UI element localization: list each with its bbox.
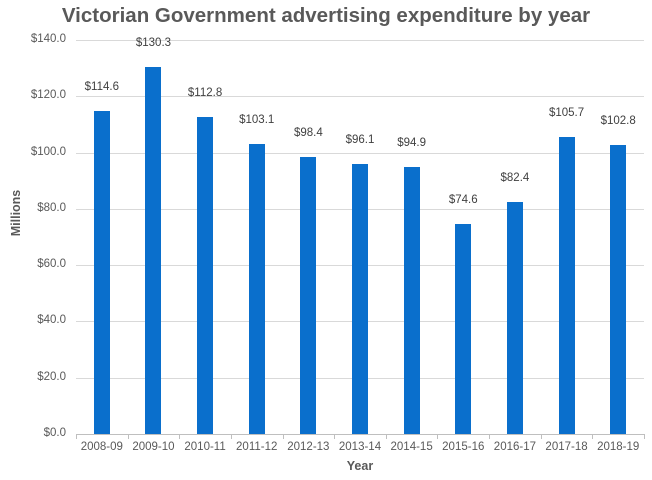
y-tick-label: $0.0 <box>43 427 66 439</box>
x-tick-mark <box>76 434 77 439</box>
data-label: $96.1 <box>345 133 375 146</box>
gridline <box>76 152 644 154</box>
x-tick-label: 2011-12 <box>236 441 278 453</box>
x-tick-mark <box>334 434 336 439</box>
data-label: $82.4 <box>500 172 530 185</box>
y-tick-label: $120.0 <box>30 89 66 102</box>
bar <box>93 111 110 434</box>
data-label: $105.7 <box>548 106 585 119</box>
y-tick-label: $60.0 <box>37 258 66 271</box>
x-tick-mark <box>385 434 387 439</box>
x-tick-mark <box>592 434 594 439</box>
y-tick-label: $20.0 <box>37 370 66 383</box>
bar <box>352 163 368 434</box>
x-tick-label: 2018-19 <box>597 441 640 453</box>
data-label: $74.6 <box>448 194 478 207</box>
y-tick-label: $100.0 <box>30 145 66 158</box>
x-tick-mark <box>282 434 284 439</box>
x-axis-line <box>76 434 644 435</box>
x-tick-mark <box>437 434 439 439</box>
x-tick-label: 2008-09 <box>80 441 123 453</box>
y-tick-label: $40.0 <box>37 314 66 327</box>
x-tick-label: 2010-11 <box>184 441 226 453</box>
x-tick-mark <box>127 434 129 439</box>
bar <box>558 136 575 434</box>
bar <box>403 166 420 434</box>
x-tick-label: 2012-13 <box>287 441 330 453</box>
bar <box>145 67 162 434</box>
x-tick-label: 2017-18 <box>545 441 588 453</box>
data-label: $130.3 <box>135 37 172 50</box>
y-tick-label: $80.0 <box>37 201 66 214</box>
bar <box>455 224 472 434</box>
x-tick-label: 2013-14 <box>338 441 382 453</box>
bar <box>197 116 214 434</box>
bar <box>506 202 523 434</box>
data-label: $94.9 <box>397 136 427 149</box>
x-tick-mark <box>540 434 542 439</box>
plot-area: $114.6 $130.3 $112.8 $103.1 $98.4 $96.1 $94.9 $… <box>76 37 644 435</box>
gridline <box>76 40 644 41</box>
data-label: $102.8 <box>600 114 636 127</box>
x-tick-label: 2014-15 <box>390 441 433 453</box>
x-tick-label: 2016-17 <box>493 441 537 453</box>
bar <box>248 143 265 434</box>
data-label: $103.1 <box>239 113 275 126</box>
x-tick-mark <box>230 434 232 439</box>
bar <box>300 157 317 434</box>
data-label: $114.6 <box>84 81 119 94</box>
x-tick-mark <box>489 434 491 439</box>
y-tick-label: $140.0 <box>30 33 66 45</box>
x-tick-label: 2015-16 <box>442 441 485 453</box>
bar <box>610 144 627 434</box>
data-label: $112.8 <box>187 86 223 99</box>
data-label: $98.4 <box>293 127 323 140</box>
x-tick-mark <box>644 434 645 439</box>
chart-title: Victorian Government advertising expendi… <box>61 4 591 27</box>
x-tick-mark <box>179 434 181 439</box>
gridline <box>76 96 644 98</box>
x-axis-label: Year <box>346 459 374 473</box>
x-tick-label: 2009-10 <box>132 441 175 453</box>
